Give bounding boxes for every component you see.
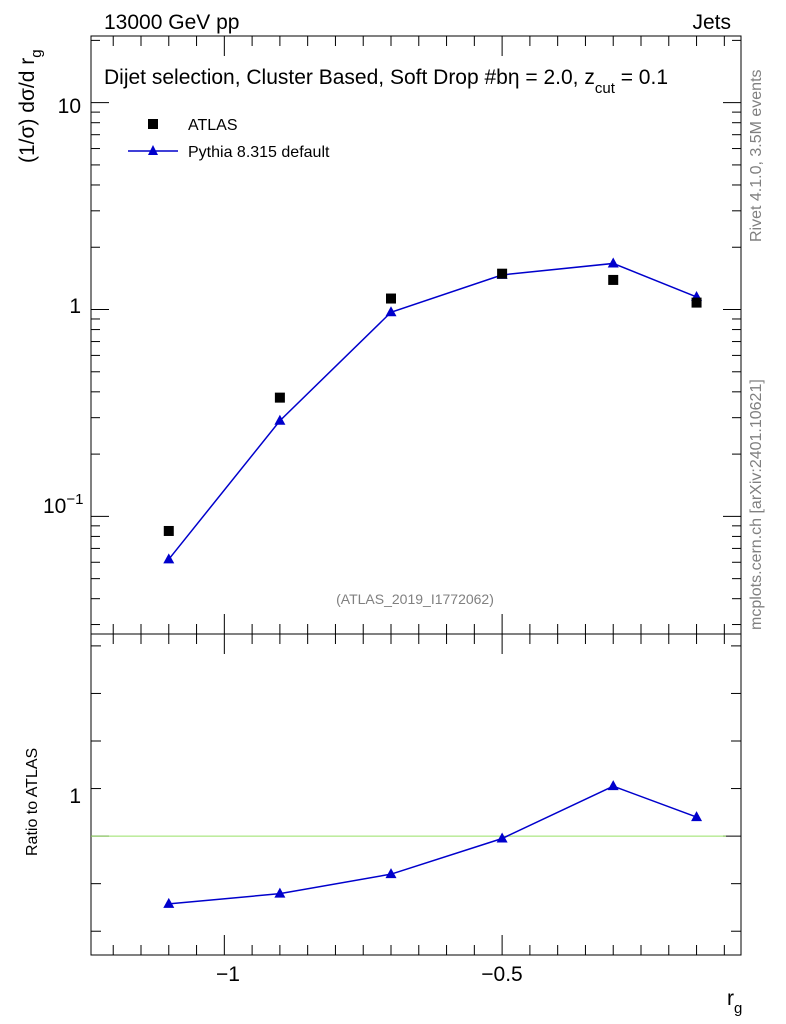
ratio-point (496, 832, 508, 843)
main-ytick-base: 10 (43, 495, 66, 518)
x-axis-label-sub: g (734, 1000, 742, 1017)
atlas-point (274, 392, 285, 403)
main-ylabel-text: (1/σ) dσ/d r (16, 58, 39, 163)
mcplots-label: mcplots.cern.ch [arXiv:2401.10621] (748, 379, 765, 630)
plot-title: Dijet selection, Cluster Based, Soft Dro… (104, 66, 668, 97)
pythia-point (385, 306, 397, 317)
rivet-label: Rivet 4.1.0, 3.5M events (748, 69, 765, 242)
legend: ATLAS Pythia 8.315 default (128, 117, 330, 161)
pythia-point (274, 414, 286, 425)
legend-marker-pythia (148, 145, 158, 155)
main-ytick-label-0.1: 10−1 (43, 491, 83, 518)
atlas-point (497, 268, 508, 279)
plot-title-sub: cut (595, 80, 616, 97)
pythia-point (607, 257, 619, 268)
ratio-point (163, 897, 175, 908)
header-right: Jets (692, 11, 731, 34)
ratio-point (691, 811, 703, 822)
xtick-label-minus0.5: −0.5 (481, 963, 522, 986)
axis-ticks (91, 36, 741, 955)
ratio-panel-frame (90, 633, 742, 956)
legend-label-pythia: Pythia 8.315 default (188, 144, 330, 161)
atlas-point (386, 293, 396, 304)
plot-title-eta: η = 2.0, z (508, 66, 595, 89)
xtick-label-minus1: −1 (216, 963, 240, 986)
atlas-point (608, 274, 619, 285)
atlas-point (163, 525, 174, 536)
header-left: 13000 GeV pp (104, 11, 239, 34)
x-axis-label: rg (727, 987, 742, 1017)
legend-label-atlas: ATLAS (188, 117, 238, 134)
ratio-point (274, 887, 286, 898)
main-ytick-label-1: 1 (69, 295, 81, 318)
pythia-line (168, 262, 697, 560)
data-marks (91, 257, 726, 908)
main-ylabel: (1/σ) dσ/d rg (16, 49, 45, 163)
atlas-point (691, 297, 702, 308)
ratio-point (385, 868, 397, 879)
x-axis-label-text: r (727, 987, 734, 1010)
ratio-ytick-label-1: 1 (69, 785, 81, 808)
ratio-point (607, 780, 619, 791)
plot-title-tail: = 0.1 (615, 66, 668, 89)
main-ytick-exp: −1 (66, 491, 83, 508)
analysis-id: (ATLAS_2019_I1772062) (336, 591, 494, 607)
main-ylabel-sub: g (28, 49, 45, 57)
plot-title-main: Dijet selection, Cluster Based, Soft Dro… (104, 66, 508, 89)
pythia-point (163, 553, 175, 564)
ratio-ylabel: Ratio to ATLAS (24, 748, 41, 856)
ratio-line (168, 785, 697, 905)
legend-marker-atlas (148, 119, 158, 129)
main-ytick-label-10: 10 (58, 95, 81, 118)
